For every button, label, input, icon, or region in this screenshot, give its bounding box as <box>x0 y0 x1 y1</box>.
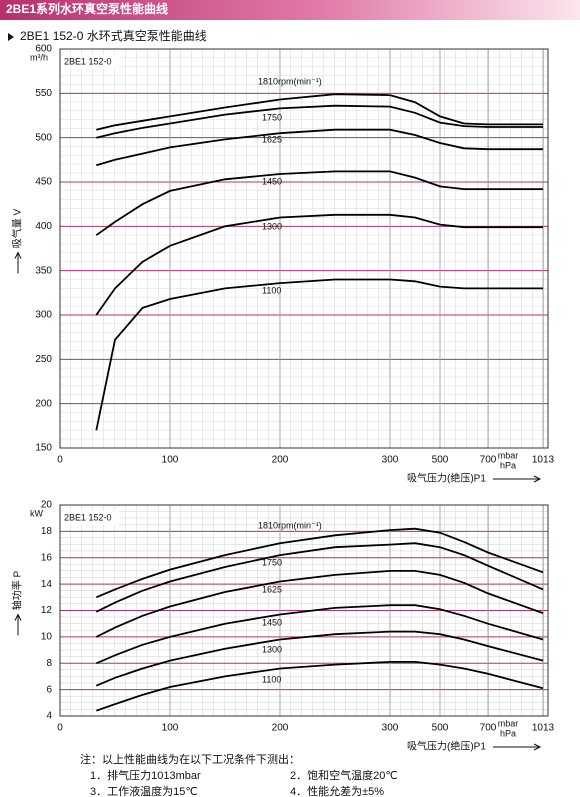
axis-arrow <box>14 251 22 274</box>
x-unit: mbar <box>498 718 519 728</box>
curve <box>95 170 543 236</box>
curve <box>95 630 544 687</box>
series-label: 1450 <box>262 617 282 627</box>
plot-frame <box>59 504 549 717</box>
series-label: 1100 <box>262 285 281 295</box>
x-tick-label: 300 <box>382 723 399 734</box>
curve <box>96 93 543 131</box>
series-label: 1810rpm(min⁻¹) <box>258 520 322 530</box>
y-tick-label: 350 <box>35 265 52 276</box>
y-axis-title: 轴功率 P <box>11 570 24 610</box>
series-label: 1750 <box>262 557 282 567</box>
header-title: 2BE1系列水环真空泵性能曲线 <box>6 1 168 16</box>
header-bar <box>0 0 580 20</box>
y-tick-label: 6 <box>46 684 52 695</box>
x-tick-label: 1013 <box>532 455 555 466</box>
note: 4．性能允差为±5% <box>290 784 384 797</box>
y-unit: m³/h <box>30 52 48 62</box>
x-tick-label: 300 <box>382 455 399 466</box>
series-label: 1625 <box>262 584 282 594</box>
x-axis-title: 吸气压力(绝压)P1 <box>407 740 486 753</box>
y-tick-label: 250 <box>35 354 52 365</box>
minor-grid <box>60 49 548 448</box>
series-label: 1625 <box>262 134 282 144</box>
box-label-bg <box>61 511 119 525</box>
y-tick-label: 150 <box>35 443 52 454</box>
x-tick-label: 0 <box>57 723 63 734</box>
y-tick-label: 8 <box>46 658 52 669</box>
x-tick-label: 0 <box>57 455 63 466</box>
x-tick-label: 500 <box>432 723 449 734</box>
y-tick-label: 18 <box>41 526 53 537</box>
axis-arrow <box>493 743 542 751</box>
curve <box>96 128 543 167</box>
series-label: 1810rpm(min⁻¹) <box>258 76 322 86</box>
y-tick-label: 400 <box>35 221 52 232</box>
x-tick-label: 500 <box>432 455 449 466</box>
curve <box>95 213 543 316</box>
axis-arrow <box>493 475 542 483</box>
x-tick-label: 200 <box>272 723 289 734</box>
curve <box>95 604 544 665</box>
series-label: 1750 <box>262 112 282 122</box>
curve <box>95 570 544 638</box>
curve <box>95 278 543 431</box>
y-axis-title: 吸气量 V <box>11 208 24 248</box>
y-tick-label: 500 <box>35 132 52 143</box>
axis-arrow <box>14 613 22 636</box>
y-tick-label: 4 <box>46 711 52 722</box>
note: 2．饱和空气温度20℃ <box>290 768 398 782</box>
bullet <box>8 33 14 41</box>
curve <box>95 527 544 599</box>
y-tick-label: 10 <box>41 632 53 643</box>
x-tick-label: 1013 <box>532 723 555 734</box>
x-unit: mbar <box>498 450 519 460</box>
series-label: 1100 <box>262 674 281 684</box>
y-tick-label: 600 <box>35 44 52 55</box>
x-unit: hPa <box>500 728 516 738</box>
curve <box>96 104 543 139</box>
series-label: 1300 <box>262 644 282 654</box>
curve <box>96 661 544 712</box>
curve <box>95 542 544 613</box>
y-tick-label: 450 <box>35 177 52 188</box>
plot-frame <box>59 48 549 449</box>
series-label: 1300 <box>262 221 282 231</box>
y-tick-label: 12 <box>41 605 53 616</box>
x-axis-title: 吸气压力(绝压)P1 <box>407 472 486 485</box>
y-tick-label: 200 <box>35 398 52 409</box>
box-label: 2BE1 152-0 <box>64 56 112 66</box>
note: 1．排气压力1013mbar <box>90 768 201 782</box>
x-tick-label: 200 <box>272 455 289 466</box>
notes-title: 注：以上性能曲线为在以下工况条件下测出： <box>80 752 300 766</box>
box-label: 2BE1 152-0 <box>64 512 112 522</box>
x-tick-label: 700 <box>480 455 497 466</box>
y-tick-label: 550 <box>35 88 52 99</box>
note: 3．工作液温度为15℃ <box>90 784 198 797</box>
y-tick-label: 20 <box>41 500 53 511</box>
y-tick-label: 300 <box>35 310 52 321</box>
x-tick-label: 700 <box>480 723 497 734</box>
y-tick-label: 16 <box>41 552 53 563</box>
x-tick-label: 100 <box>162 455 179 466</box>
y-tick-label: 14 <box>41 579 53 590</box>
x-tick-label: 100 <box>162 723 179 734</box>
subtitle: 2BE1 152-0 水环式真空泵性能曲线 <box>20 29 207 43</box>
box-label-bg <box>61 55 119 69</box>
y-unit: kW <box>30 508 44 518</box>
x-unit: hPa <box>500 460 516 470</box>
series-label: 1450 <box>262 176 282 186</box>
